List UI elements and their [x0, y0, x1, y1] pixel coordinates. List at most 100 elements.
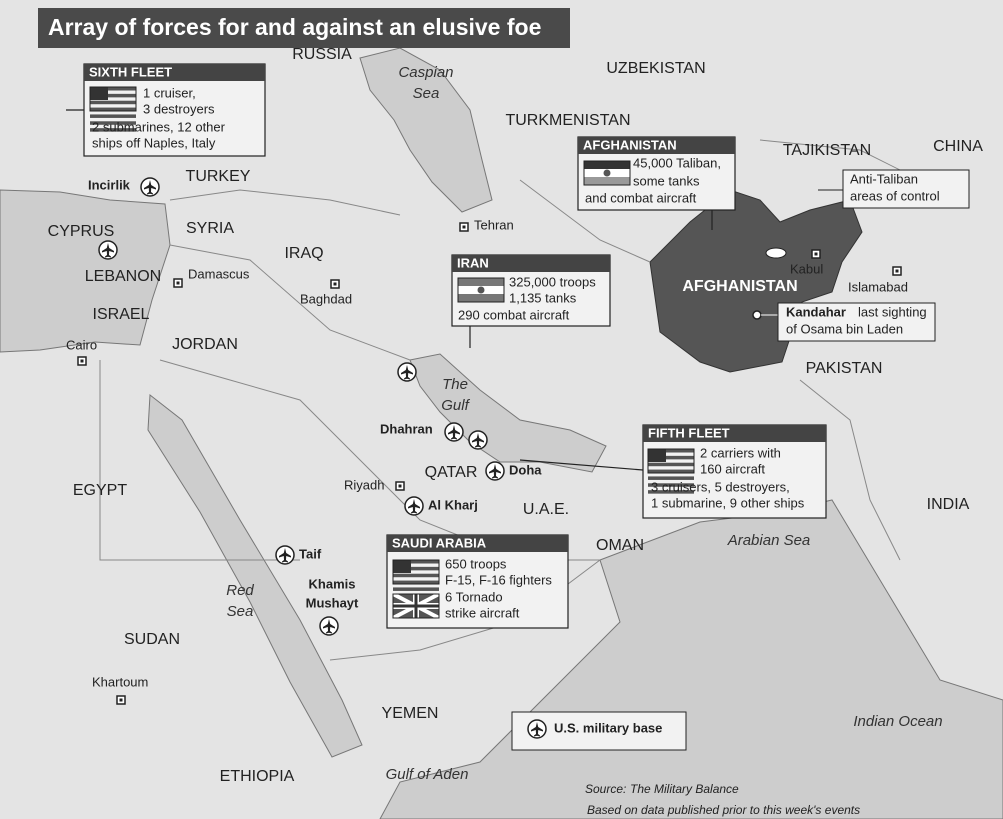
base-icon	[397, 362, 417, 382]
info-box-line: 290 combat aircraft	[458, 307, 570, 322]
flag-border	[392, 593, 440, 619]
country-label: TURKMENISTAN	[505, 112, 630, 129]
base-icon	[527, 719, 547, 739]
info-box-line: 2 carriers with	[700, 445, 781, 460]
water-label: The	[442, 376, 468, 393]
info-box-header	[578, 137, 735, 154]
flag-band	[584, 161, 630, 169]
country-label: QATAR	[425, 464, 478, 481]
base-icon-plane	[408, 499, 420, 514]
country-label: LEBANON	[85, 268, 161, 285]
country-label: RUSSIA	[292, 46, 352, 63]
city-label: Riyadh	[344, 477, 384, 492]
info-box-line: F-15, F-16 fighters	[445, 572, 552, 587]
water-label: Gulf	[441, 397, 470, 414]
info-box-line: 2 submarines, 12 other	[92, 119, 226, 134]
callout-name: Kandahar	[786, 304, 846, 319]
base-icon-plane	[448, 425, 460, 440]
base-icon	[275, 545, 295, 565]
base-icon-plane	[279, 548, 291, 563]
info-box-title: FIFTH FLEET	[648, 425, 730, 440]
flag-band	[584, 177, 630, 185]
flag-stripe	[648, 490, 694, 494]
base-label: Khamis	[309, 576, 356, 591]
base-icon-plane	[144, 180, 156, 195]
water-label: Sea	[227, 603, 254, 620]
flag-stripe	[393, 573, 439, 578]
flag-border	[583, 160, 631, 186]
flag-border	[457, 277, 505, 303]
info-box-line: strike aircraft	[445, 605, 520, 620]
water-label: Arabian Sea	[727, 532, 811, 549]
base-icon	[404, 496, 424, 516]
city-marker-dot	[333, 282, 337, 286]
city-label: Damascus	[188, 266, 250, 281]
base-label: Dhahran	[380, 421, 433, 436]
info-box-title: SIXTH FLEET	[89, 64, 172, 79]
base-icon-plane	[489, 464, 501, 479]
city-marker-dot	[176, 281, 180, 285]
info-box-header	[387, 535, 568, 552]
country-label: IRAQ	[284, 245, 323, 262]
flag-stripe	[648, 449, 694, 453]
info-box-line: 1 submarine, 9 other ships	[651, 495, 805, 510]
country-label: SUDAN	[124, 631, 180, 648]
info-box-title: SAUDI ARABIA	[392, 535, 487, 550]
info-box-line: ships off Naples, Italy	[92, 135, 216, 150]
flag-stripe	[90, 114, 136, 118]
info-box-line: some tanks	[633, 173, 700, 188]
callout-line: Anti-Taliban	[850, 171, 918, 186]
country-label: AFGHANISTAN	[682, 278, 797, 295]
base-icon	[319, 616, 339, 636]
flag-border	[392, 559, 440, 585]
base-icon-plane	[323, 619, 335, 634]
city-label: Tehran	[474, 217, 514, 232]
flag-border	[89, 86, 137, 112]
base-icon-plane	[531, 722, 543, 737]
country-label: YEMEN	[382, 705, 439, 722]
flag-emblem	[603, 169, 611, 177]
flag	[89, 86, 137, 132]
city-marker-dot	[895, 269, 899, 273]
flag-stripe	[648, 455, 694, 460]
country-label: TAJIKISTAN	[783, 142, 871, 159]
info-box-line: 3 destroyers	[143, 101, 215, 116]
callout-line: areas of control	[850, 188, 940, 203]
base-icon	[485, 461, 505, 481]
info-box-header	[452, 255, 610, 272]
info-box-line: 1,135 tanks	[509, 290, 577, 305]
country-label: OMAN	[596, 537, 644, 554]
border	[519, 179, 651, 263]
flag-stripe	[393, 580, 439, 585]
anti-taliban-area	[765, 247, 787, 259]
country-label: INDIA	[927, 496, 970, 513]
base-label: Taif	[299, 546, 322, 561]
box-pointer	[519, 459, 644, 471]
base-icon	[468, 430, 488, 450]
country-label: ISRAEL	[93, 306, 150, 323]
info-box-title: IRAN	[457, 255, 489, 270]
city-label: Cairo	[66, 337, 97, 352]
city-marker-dot	[80, 359, 84, 363]
legend-label: U.S. military base	[554, 720, 662, 735]
city-label: Kabul	[790, 261, 823, 276]
flag-stripe	[393, 587, 439, 591]
city-marker-dot	[814, 252, 818, 256]
afghanistan-area	[649, 189, 863, 373]
country-label: JORDAN	[172, 336, 238, 353]
flag-stripe	[90, 100, 136, 105]
border	[169, 244, 411, 361]
flag-stripe	[648, 483, 694, 487]
info-box-line: 325,000 troops	[509, 274, 596, 289]
note: Based on data published prior to this we…	[587, 803, 860, 817]
base-icon	[98, 240, 118, 260]
water-label: Sea	[413, 85, 440, 102]
flag	[647, 448, 695, 494]
border	[169, 189, 401, 216]
base-label: Incirlik	[88, 177, 131, 192]
country-label: U.A.E.	[523, 501, 569, 518]
info-box-line: 160 aircraft	[700, 461, 765, 476]
flag-stripe	[90, 121, 136, 125]
flag-canton	[90, 87, 108, 100]
base-icon-plane	[472, 433, 484, 448]
